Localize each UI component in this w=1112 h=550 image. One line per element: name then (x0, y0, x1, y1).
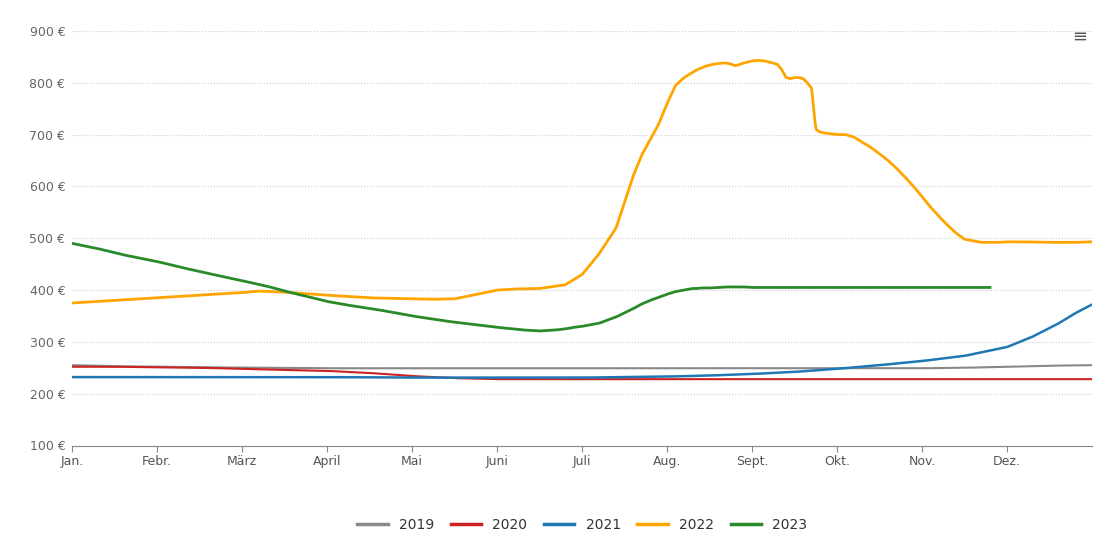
2022 (515, 285, 528, 292)
Text: ≡: ≡ (1072, 28, 1088, 46)
Line: 2022: 2022 (72, 60, 1092, 303)
2021 (1085, 301, 1099, 308)
2022 (478, 289, 492, 296)
2019 (170, 364, 183, 370)
2020 (478, 376, 492, 382)
2023 (798, 284, 812, 291)
2022 (170, 293, 183, 300)
2020 (862, 376, 875, 382)
2020 (767, 376, 781, 382)
2020 (492, 376, 505, 382)
2019 (1085, 362, 1099, 369)
Line: 2023: 2023 (72, 244, 990, 331)
2021 (479, 375, 493, 381)
2021 (862, 363, 875, 370)
2020 (170, 364, 183, 371)
2023 (533, 328, 546, 334)
2023 (697, 285, 711, 292)
Line: 2020: 2020 (72, 367, 1092, 379)
2020 (66, 364, 79, 370)
2022 (66, 300, 79, 306)
2019 (767, 365, 781, 372)
Line: 2019: 2019 (72, 365, 1092, 369)
2019 (880, 365, 893, 372)
2021 (767, 370, 781, 376)
2022 (880, 156, 893, 163)
2019 (479, 365, 493, 372)
2023 (159, 260, 172, 267)
2019 (516, 365, 529, 372)
2021 (170, 374, 183, 381)
2019 (66, 362, 79, 369)
2021 (66, 374, 79, 381)
2020 (1085, 376, 1099, 382)
2022 (751, 57, 764, 64)
2021 (880, 361, 893, 368)
2021 (516, 375, 529, 381)
2023 (983, 284, 996, 291)
2022 (862, 142, 875, 149)
2019 (862, 365, 875, 372)
Line: 2021: 2021 (72, 305, 1092, 378)
2019 (320, 365, 334, 372)
2023 (469, 322, 483, 328)
Legend: 2019, 2020, 2021, 2022, 2023: 2019, 2020, 2021, 2022, 2023 (351, 513, 813, 538)
2022 (767, 60, 781, 67)
2023 (782, 284, 795, 291)
2020 (880, 376, 893, 382)
2021 (406, 375, 419, 381)
2023 (437, 317, 450, 324)
2020 (516, 376, 529, 382)
2023 (66, 240, 79, 247)
2022 (1085, 239, 1099, 245)
